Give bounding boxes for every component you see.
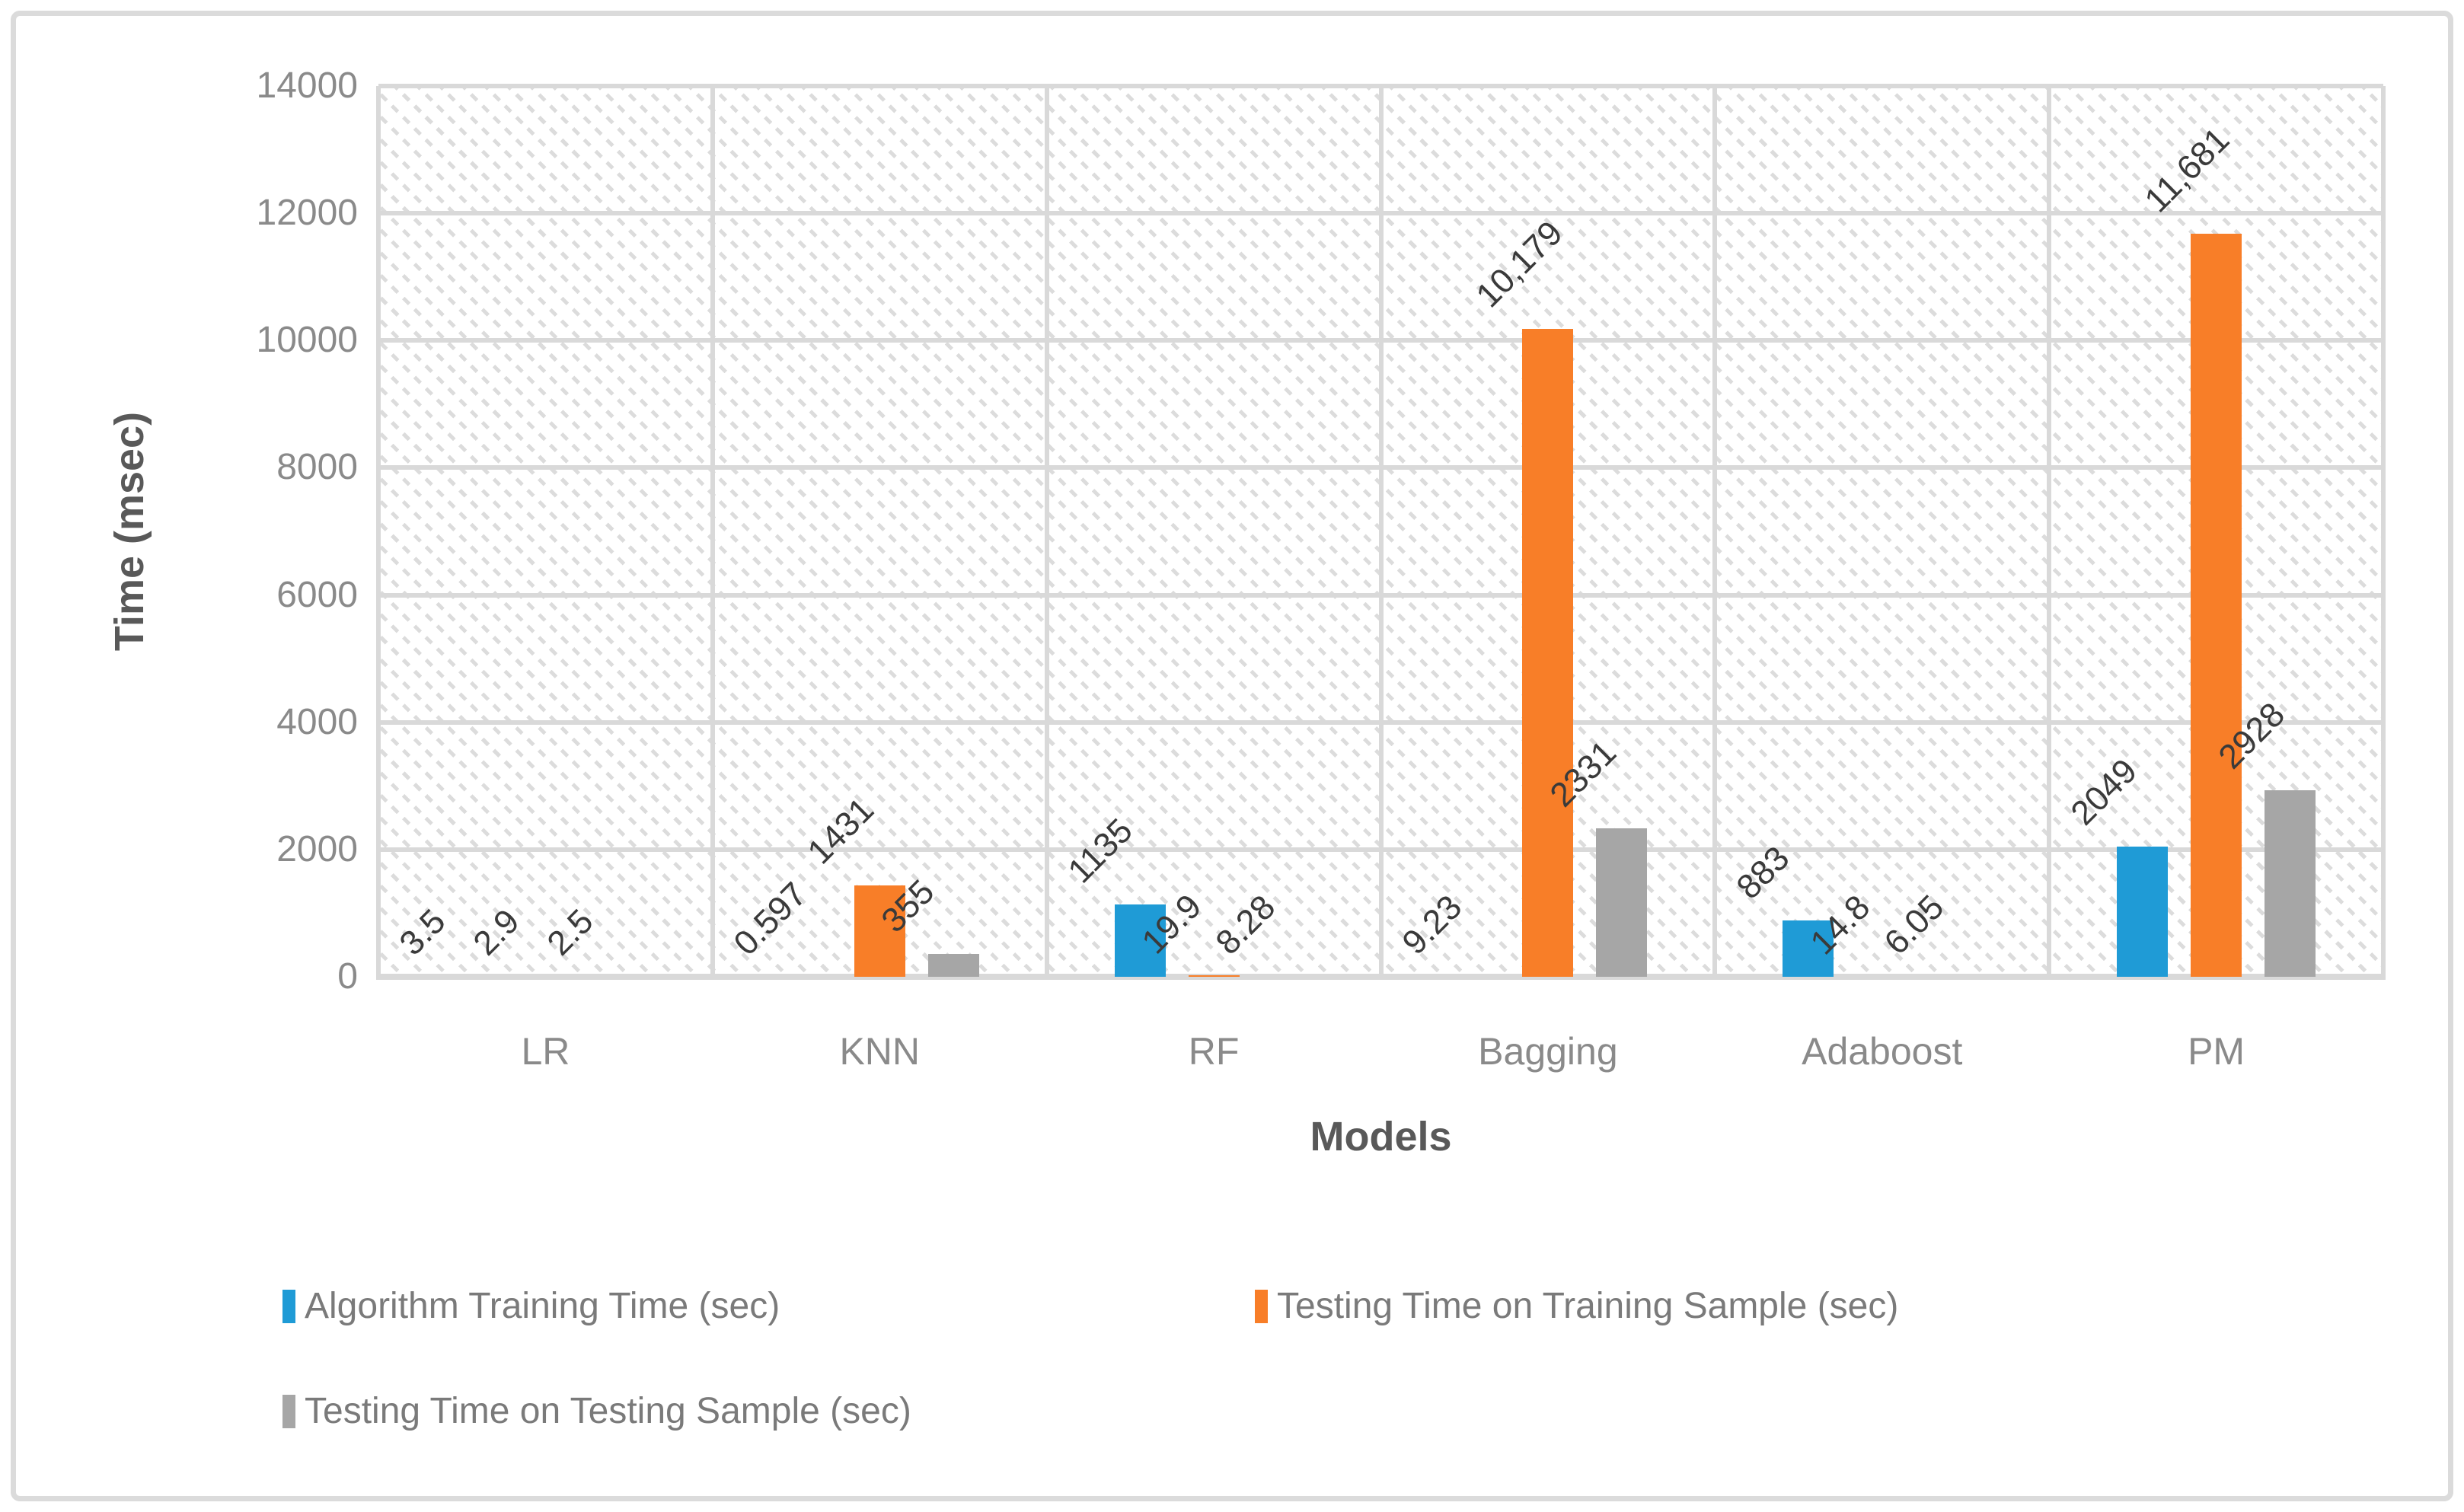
- x-axis-title: Models: [1310, 1114, 1452, 1160]
- bar-series1-Adaboost: [1783, 920, 1834, 977]
- plot-area: 3.5 0.597 1135 9.23 883 2049 2.9 1431 19.9 10,179…: [376, 84, 2386, 980]
- gridline-vertical: [1712, 86, 1718, 977]
- data-label: 2.5: [539, 901, 602, 963]
- y-tick-label: 8000: [276, 447, 358, 488]
- legend-swatch-orange-icon: [1255, 1289, 1268, 1323]
- data-label: 11,681: [2136, 120, 2236, 220]
- bar-series3-KNN: [927, 954, 979, 977]
- legend-swatch-blue-icon: [282, 1289, 295, 1323]
- bar-series2-Bagging: [1522, 329, 1574, 977]
- y-tick-label: 6000: [276, 574, 358, 615]
- y-tick-label: 12000: [256, 193, 358, 234]
- bar-series3-Bagging: [1596, 828, 1648, 977]
- data-label: 9.23: [1394, 887, 1470, 962]
- data-label: 10,179: [1468, 213, 1570, 315]
- data-label: 3.5: [391, 901, 454, 963]
- x-category-label: RF: [1188, 1030, 1240, 1073]
- bar-series3-PM: [2265, 790, 2316, 977]
- gridline-vertical: [1378, 86, 1384, 977]
- bar-series2-RF: [1188, 975, 1240, 977]
- x-category-label: PM: [2188, 1030, 2245, 1073]
- y-tick-label: 0: [337, 956, 358, 997]
- data-label: 0.597: [726, 874, 815, 963]
- data-label: 2.9: [465, 901, 528, 963]
- bar-series1-RF: [1114, 904, 1166, 977]
- plot-border-right: [2381, 86, 2386, 977]
- y-tick-label: 2000: [276, 828, 358, 869]
- x-category-label: Adaboost: [1802, 1030, 1963, 1073]
- legend-label: Testing Time on Testing Sample (sec): [305, 1391, 911, 1431]
- x-category-label: LR: [521, 1030, 570, 1073]
- x-category-label: KNN: [839, 1030, 921, 1073]
- data-label: 6.05: [1876, 887, 1952, 962]
- gridline-vertical: [1044, 86, 1049, 977]
- plot-border-left: [376, 86, 381, 977]
- data-label: 8.28: [1208, 887, 1283, 962]
- legend-item-testing-on-training: Testing Time on Training Sample (sec): [1255, 1285, 1898, 1327]
- y-tick-label: 4000: [276, 701, 358, 742]
- gridline-vertical: [2047, 86, 2052, 977]
- data-label: 2049: [2062, 751, 2144, 833]
- legend-item-testing-on-testing: Testing Time on Testing Sample (sec): [282, 1390, 911, 1432]
- x-axis-line: [376, 974, 2386, 980]
- data-label: 1431: [800, 789, 882, 872]
- bar-series2-KNN: [854, 885, 905, 977]
- gridline-vertical: [710, 86, 715, 977]
- chart-outer-border: [11, 11, 2453, 1501]
- legend-label: Testing Time on Training Sample (sec): [1277, 1286, 1899, 1326]
- y-tick-label: 14000: [256, 65, 358, 106]
- y-tick-label: 10000: [256, 320, 358, 361]
- legend-label: Algorithm Training Time (sec): [305, 1286, 780, 1326]
- legend-item-training-time: Algorithm Training Time (sec): [282, 1285, 780, 1327]
- bar-series2-PM: [2191, 233, 2242, 977]
- x-category-label: Bagging: [1478, 1030, 1618, 1073]
- bar-series1-PM: [2117, 846, 2169, 977]
- legend-swatch-gray-icon: [282, 1394, 295, 1428]
